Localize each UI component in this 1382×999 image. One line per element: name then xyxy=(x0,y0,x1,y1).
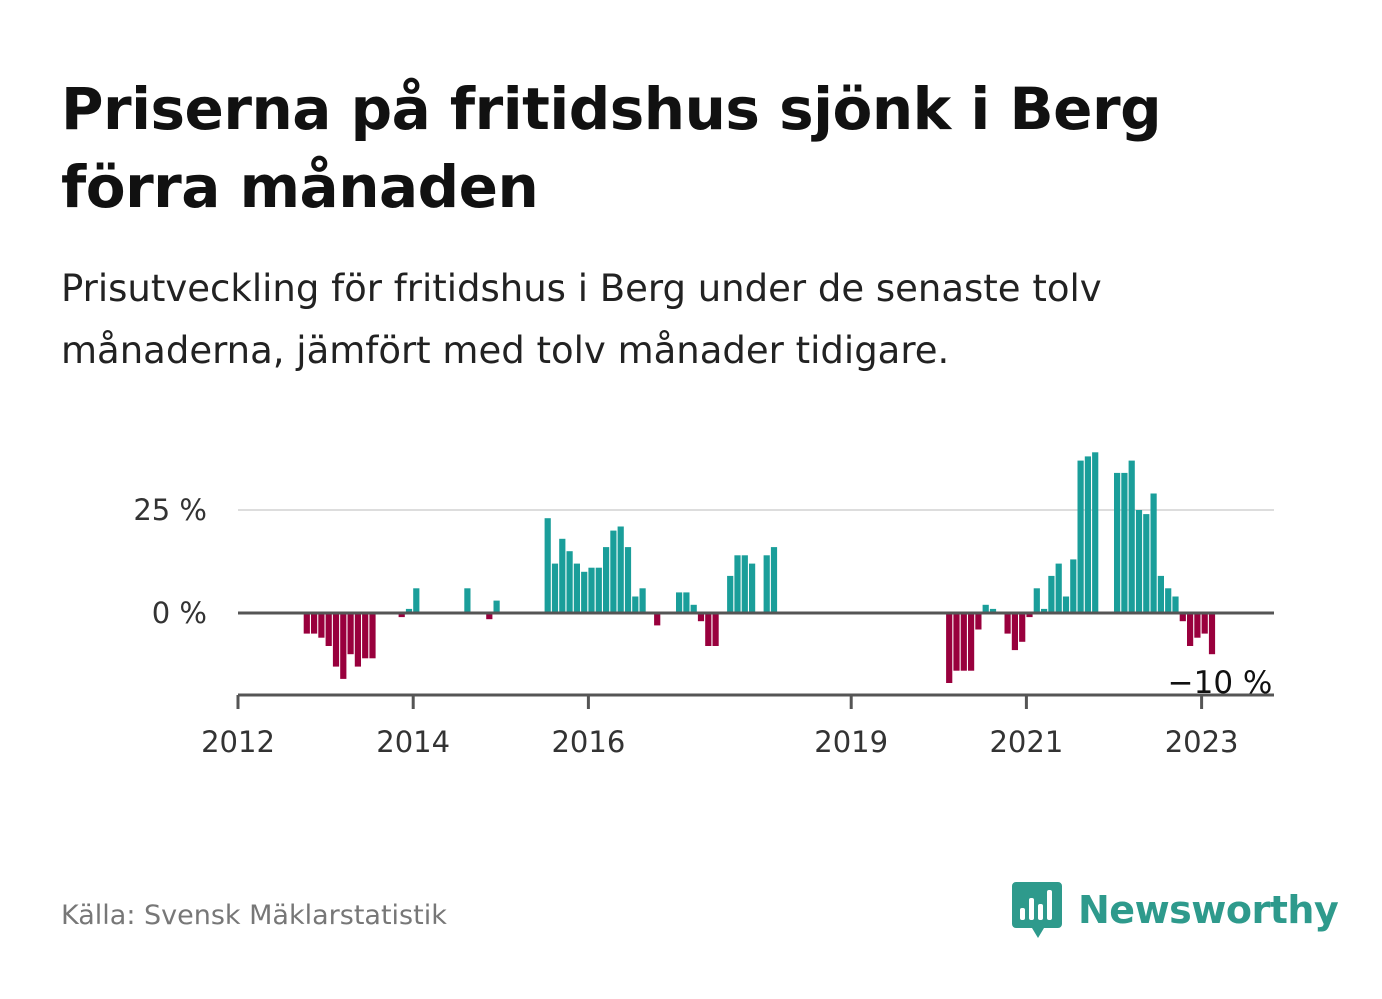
bar xyxy=(770,547,778,613)
bar xyxy=(581,571,588,613)
bar xyxy=(1121,472,1128,613)
bar xyxy=(318,613,325,638)
source-note: Källa: Svensk Mäklarstatistik xyxy=(61,900,447,931)
bar xyxy=(683,592,690,613)
bar xyxy=(347,613,354,655)
chart-title: Priserna på fritidshus sjönk i Berg förr… xyxy=(61,75,1162,221)
bar xyxy=(603,547,610,613)
bar xyxy=(354,613,361,667)
bar xyxy=(573,563,580,613)
bar xyxy=(303,613,310,634)
bar xyxy=(734,555,741,613)
bar xyxy=(493,600,500,613)
bar xyxy=(1084,456,1091,613)
bar xyxy=(1128,460,1135,613)
x-tick-label: 2021 xyxy=(989,725,1063,759)
bar xyxy=(1201,613,1208,634)
bar xyxy=(654,613,661,626)
bar xyxy=(1208,613,1216,655)
bar xyxy=(712,613,719,646)
bar xyxy=(405,608,413,613)
bar xyxy=(486,613,493,620)
bar xyxy=(960,613,967,671)
bar xyxy=(1041,608,1048,613)
bar xyxy=(1187,613,1194,646)
bar xyxy=(749,563,756,613)
bar xyxy=(1135,510,1143,613)
bar xyxy=(763,555,770,613)
bar xyxy=(1157,575,1164,613)
bar xyxy=(566,551,573,613)
bar xyxy=(1019,613,1026,642)
bar xyxy=(1092,452,1099,613)
bar xyxy=(1077,460,1084,613)
bar xyxy=(639,588,646,613)
bar xyxy=(1172,596,1179,613)
bar xyxy=(544,518,551,613)
bar xyxy=(624,547,632,613)
bar xyxy=(953,613,960,671)
x-tick-label: 2023 xyxy=(1165,725,1239,759)
bar xyxy=(1004,613,1011,634)
bar xyxy=(946,613,953,683)
bar xyxy=(369,613,376,659)
latest-value-label: −10 % xyxy=(1168,665,1273,701)
bar xyxy=(1062,596,1070,613)
chart-subtitle: Prisutveckling för fritidshus i Berg und… xyxy=(61,267,1102,372)
bar xyxy=(311,613,318,634)
bar xyxy=(362,613,369,659)
bar xyxy=(332,613,340,667)
bar xyxy=(617,526,624,613)
bar xyxy=(1048,575,1055,613)
bar xyxy=(1026,613,1033,618)
bar xyxy=(975,613,982,630)
bar xyxy=(968,613,975,671)
bar xyxy=(1150,493,1157,613)
bar xyxy=(1165,588,1172,613)
x-tick-label: 2014 xyxy=(376,725,450,759)
logo-text: Newsworthy xyxy=(1078,888,1339,932)
bar xyxy=(690,604,697,613)
bar xyxy=(610,530,617,613)
bar xyxy=(1011,613,1018,651)
x-tick-label: 2012 xyxy=(201,725,275,759)
bar xyxy=(551,563,559,613)
x-tick-label: 2019 xyxy=(814,725,888,759)
bar xyxy=(982,604,989,613)
y-tick-label: 25 % xyxy=(133,493,207,527)
bar xyxy=(1033,588,1040,613)
bar xyxy=(697,613,705,622)
bar xyxy=(705,613,712,646)
bar xyxy=(676,592,683,613)
bar xyxy=(340,613,347,679)
bar xyxy=(464,588,471,613)
y-tick-label: 0 % xyxy=(152,596,207,630)
bar xyxy=(588,567,595,613)
bar xyxy=(1179,613,1186,622)
bar xyxy=(325,613,332,646)
bar xyxy=(989,608,997,613)
bar xyxy=(727,575,734,613)
newsworthy-logo: Newsworthy xyxy=(1012,880,1339,940)
bar xyxy=(1070,559,1077,613)
x-tick-label: 2016 xyxy=(551,725,625,759)
bar xyxy=(741,555,748,613)
bar xyxy=(1143,514,1150,613)
bar xyxy=(1194,613,1201,638)
bar xyxy=(595,567,602,613)
bar xyxy=(559,538,566,613)
bar xyxy=(1114,472,1121,613)
bar xyxy=(413,588,420,613)
bar xyxy=(398,613,405,618)
bar xyxy=(1055,563,1062,613)
bar xyxy=(632,596,639,613)
bar-chart-logo-icon xyxy=(1012,882,1062,938)
